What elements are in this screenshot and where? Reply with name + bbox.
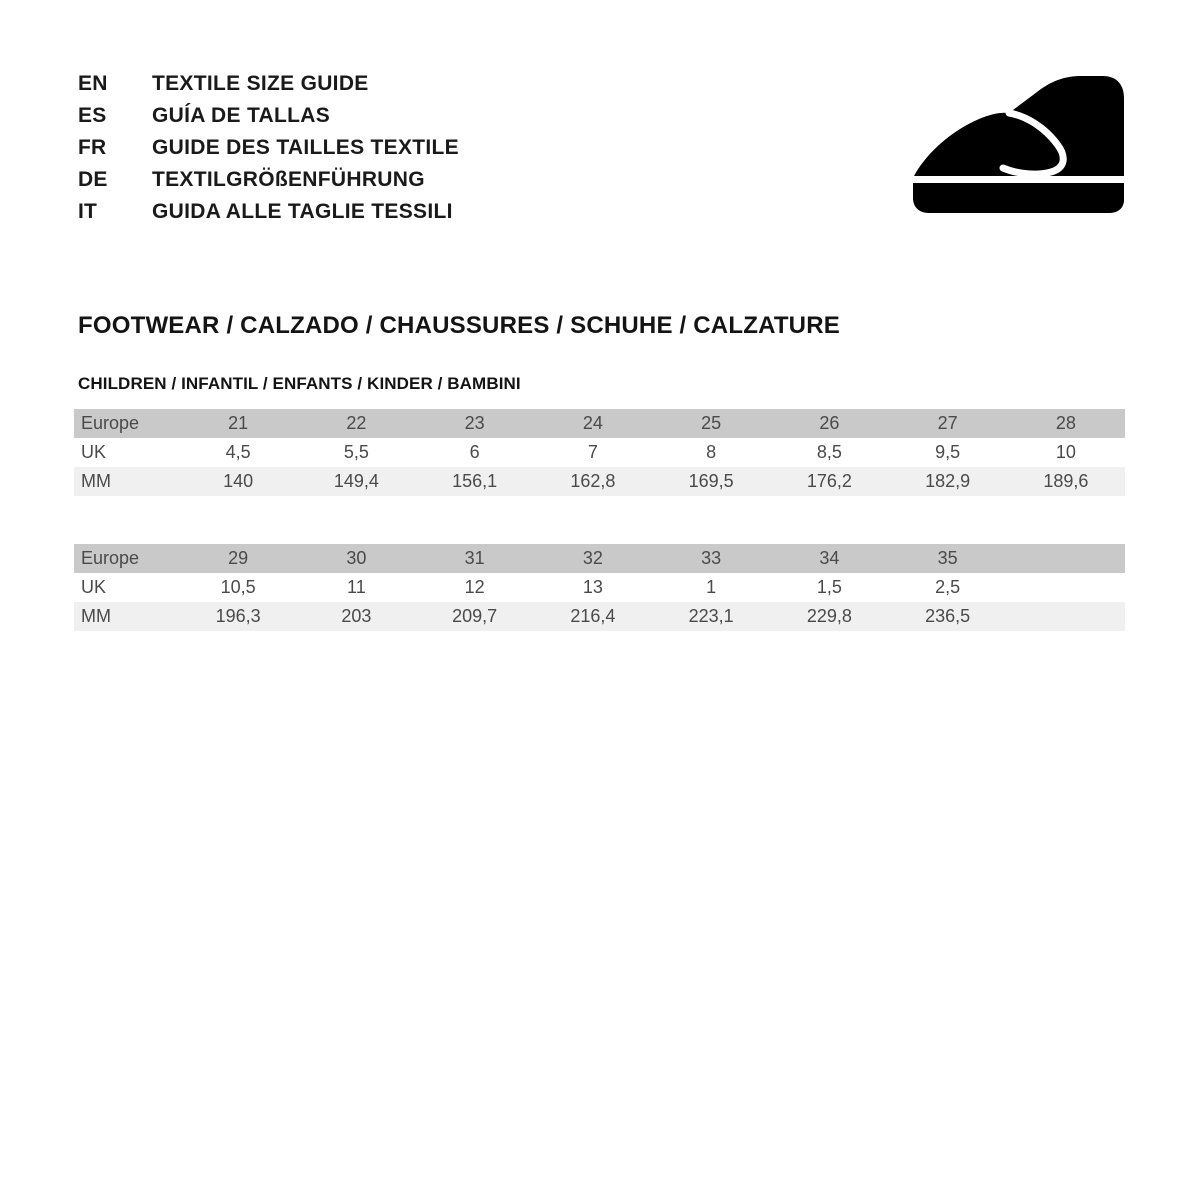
language-code-es: ES (78, 104, 107, 127)
table-cell: 31 (415, 544, 534, 573)
guide-title-fr: GUIDE DES TAILLES TEXTILE (152, 136, 459, 159)
table-cell: 32 (533, 544, 652, 573)
table-row-mm: MM 140 149,4 156,1 162,8 169,5 176,2 182… (74, 467, 1125, 496)
table-cell: 1,5 (770, 573, 889, 602)
language-code-it: IT (78, 200, 98, 223)
table-cell: 162,8 (533, 467, 652, 496)
size-table-children-2: Europe 29 30 31 32 33 34 35 UK 10,5 11 1… (74, 544, 1125, 631)
table-cell: 34 (770, 544, 889, 573)
table-row-uk: UK 10,5 11 12 13 1 1,5 2,5 (74, 573, 1125, 602)
table-cell: 7 (533, 438, 652, 467)
section-subtitle-children: CHILDREN / INFANTIL / ENFANTS / KINDER /… (78, 374, 521, 393)
table-cell: 189,6 (1006, 467, 1125, 496)
table-cell: 140 (179, 467, 298, 496)
table-cell: 223,1 (652, 602, 771, 631)
table-cell: 6 (415, 438, 534, 467)
shoe-icon (905, 72, 1140, 217)
language-row-it: IT GUIDA ALLE TAGLIE TESSILI (78, 196, 718, 228)
table-cell: 182,9 (888, 467, 1007, 496)
size-table-children-1: Europe 21 22 23 24 25 26 27 28 UK 4,5 5,… (74, 409, 1125, 496)
guide-title-de: TEXTILGRÖßENFÜHRUNG (152, 168, 425, 191)
table-cell: 236,5 (888, 602, 1007, 631)
table-cell: 2,5 (888, 573, 1007, 602)
table-cell: 149,4 (297, 467, 416, 496)
table-cell: 25 (652, 409, 771, 438)
table-cell: 35 (888, 544, 1007, 573)
table-cell-empty (1006, 602, 1125, 631)
language-row-es: ES GUÍA DE TALLAS (78, 100, 718, 132)
table-cell: 4,5 (179, 438, 298, 467)
table-cell: 229,8 (770, 602, 889, 631)
row-label-mm: MM (74, 467, 179, 496)
table-cell: 209,7 (415, 602, 534, 631)
table-cell: 29 (179, 544, 298, 573)
table-cell: 9,5 (888, 438, 1007, 467)
table-cell: 21 (179, 409, 298, 438)
table-cell-empty (1006, 544, 1125, 573)
table-cell: 196,3 (179, 602, 298, 631)
table-cell: 169,5 (652, 467, 771, 496)
table-cell: 22 (297, 409, 416, 438)
language-title-block: EN TEXTILE SIZE GUIDE ES GUÍA DE TALLAS … (78, 68, 718, 228)
row-label-europe: Europe (74, 544, 179, 573)
table-cell: 5,5 (297, 438, 416, 467)
language-code-fr: FR (78, 136, 107, 159)
table-cell: 28 (1006, 409, 1125, 438)
table-cell: 203 (297, 602, 416, 631)
table-cell: 27 (888, 409, 1007, 438)
table-cell: 30 (297, 544, 416, 573)
table-row-europe: Europe 29 30 31 32 33 34 35 (74, 544, 1125, 573)
table-cell: 23 (415, 409, 534, 438)
section-title-footwear: FOOTWEAR / CALZADO / CHAUSSURES / SCHUHE… (78, 312, 840, 339)
table-row-uk: UK 4,5 5,5 6 7 8 8,5 9,5 10 (74, 438, 1125, 467)
guide-title-en: TEXTILE SIZE GUIDE (152, 72, 369, 95)
guide-title-es: GUÍA DE TALLAS (152, 104, 331, 127)
language-row-en: EN TEXTILE SIZE GUIDE (78, 68, 718, 100)
language-code-de: DE (78, 168, 108, 191)
table-cell: 24 (533, 409, 652, 438)
table-cell: 26 (770, 409, 889, 438)
row-label-mm: MM (74, 602, 179, 631)
table-cell: 12 (415, 573, 534, 602)
table-cell: 8,5 (770, 438, 889, 467)
table-row-europe: Europe 21 22 23 24 25 26 27 28 (74, 409, 1125, 438)
row-label-europe: Europe (74, 409, 179, 438)
table-cell: 10,5 (179, 573, 298, 602)
table-row-mm: MM 196,3 203 209,7 216,4 223,1 229,8 236… (74, 602, 1125, 631)
table-cell: 10 (1006, 438, 1125, 467)
table-cell: 176,2 (770, 467, 889, 496)
table-cell: 156,1 (415, 467, 534, 496)
guide-title-it: GUIDA ALLE TAGLIE TESSILI (152, 200, 453, 223)
row-label-uk: UK (74, 438, 179, 467)
row-label-uk: UK (74, 573, 179, 602)
table-cell: 1 (652, 573, 771, 602)
table-cell-empty (1006, 573, 1125, 602)
table-cell: 13 (533, 573, 652, 602)
table-cell: 11 (297, 573, 416, 602)
table-cell: 33 (652, 544, 771, 573)
language-row-de: DE TEXTILGRÖßENFÜHRUNG (78, 164, 718, 196)
table-cell: 8 (652, 438, 771, 467)
language-code-en: EN (78, 72, 108, 95)
table-cell: 216,4 (533, 602, 652, 631)
language-row-fr: FR GUIDE DES TAILLES TEXTILE (78, 132, 718, 164)
